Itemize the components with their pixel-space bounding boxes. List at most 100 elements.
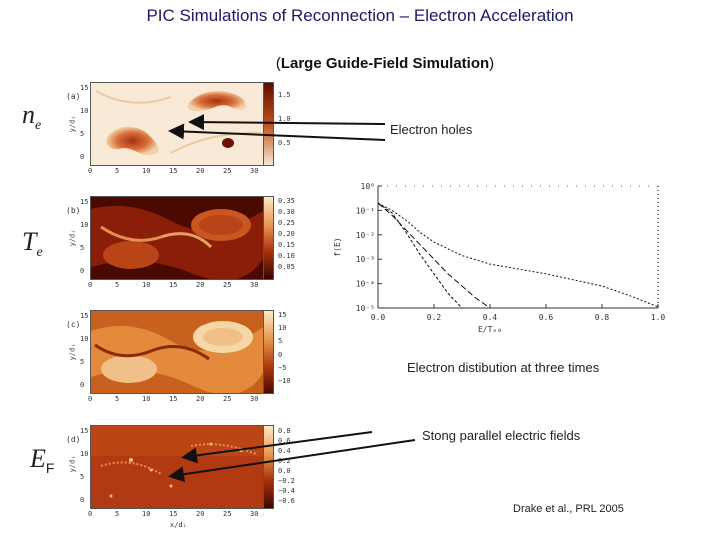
cb-tick: 0.6	[278, 437, 291, 445]
y-tick: 15	[80, 84, 89, 92]
cb-tick: −0.6	[278, 497, 295, 505]
arrow-hole-1	[188, 114, 386, 131]
y-tick: 10	[80, 107, 89, 115]
arrow-hole-2	[168, 123, 386, 141]
panel-b-colorbar	[263, 196, 274, 280]
y-tick: 15	[80, 427, 89, 435]
cb-tick: −0.2	[278, 477, 295, 485]
series-line-1	[377, 202, 463, 309]
cb-tick: 0.10	[278, 252, 295, 260]
ne-base: n	[22, 100, 35, 129]
x-tick: 20	[196, 395, 205, 403]
y-tick: 15	[80, 312, 89, 320]
y-tick: 10	[80, 221, 89, 229]
x-tick: 20	[196, 281, 205, 289]
cb-tick: 0.5	[278, 139, 291, 147]
cb-tick: 0.15	[278, 241, 295, 249]
panel-a-image	[91, 83, 263, 165]
cb-tick: −0.4	[278, 487, 295, 495]
subtitle-text: Large Guide-Field Simulation	[280, 55, 490, 72]
panel-b-yticks: 15 10 5 0	[80, 198, 88, 275]
panel-b-image	[91, 197, 263, 279]
cb-tick: 15	[278, 311, 287, 319]
x-tick: 5	[115, 281, 120, 289]
y-tick: 5	[80, 358, 85, 366]
x-tick: 25	[223, 281, 232, 289]
y-tick-label: 10⁻¹	[356, 206, 375, 215]
x-tick-label: 1.0	[651, 313, 666, 322]
y-tick: 5	[80, 473, 85, 481]
x-tick: 0	[88, 510, 93, 518]
panel-d-xlabel: x/dᵢ	[170, 521, 187, 529]
ne-sub: e	[35, 118, 42, 134]
series-line-3	[377, 202, 659, 308]
y-tick-label: 10⁻⁵	[356, 304, 375, 313]
distribution-note: Electron distibution at three times	[407, 360, 600, 375]
x-tick: 0	[88, 395, 93, 403]
cb-tick: 5	[278, 337, 283, 345]
panel-c-image	[91, 311, 263, 393]
x-tick-label: 0.8	[595, 313, 610, 322]
x-tick: 25	[223, 510, 232, 518]
slide-subtitle: (Large Guide-Field Simulation)	[275, 55, 495, 72]
x-tick-label: 0.6	[539, 313, 554, 322]
y-tick: 0	[80, 153, 85, 161]
y-tick-label: 10⁻³	[356, 255, 375, 264]
cb-tick: 0.25	[278, 219, 295, 227]
x-tick: 30	[250, 281, 259, 289]
slide-title: PIC Simulations of Reconnection – Electr…	[146, 6, 574, 25]
x-tick: 5	[115, 510, 120, 518]
y-tick: 0	[80, 267, 85, 275]
panel-c-yticks: 15 10 5 0	[80, 312, 88, 389]
cb-tick: 10	[278, 324, 287, 332]
x-tick: 15	[169, 281, 178, 289]
cb-tick: 1.5	[278, 91, 291, 99]
distribution-chart: 10⁰ 10⁻¹ 10⁻² 10⁻³ 10⁻⁴ 10⁻⁵0.0 0.2 0.4 0.6 0.8 1.…	[333, 182, 666, 334]
x-axis-label: E/Tₑ₀	[478, 325, 502, 334]
x-tick: 15	[169, 510, 178, 518]
x-tick: 15	[169, 395, 178, 403]
x-tick: 0	[88, 167, 93, 175]
y-tick-label: 10⁻⁴	[356, 280, 375, 289]
ef-label: EF	[30, 444, 54, 476]
y-tick-label: 10⁰	[361, 182, 375, 191]
x-tick: 10	[142, 167, 151, 175]
x-tick: 10	[142, 395, 151, 403]
cb-tick: 0.20	[278, 230, 295, 238]
panel-a-yticks: 15 10 5 0	[80, 84, 88, 161]
x-tick: 0	[88, 281, 93, 289]
x-tick: 5	[115, 167, 120, 175]
cb-tick: 1.0	[278, 115, 291, 123]
x-tick: 30	[250, 167, 259, 175]
y-tick: 10	[80, 335, 89, 343]
cb-tick: 0.05	[278, 263, 295, 271]
x-tick: 20	[196, 167, 205, 175]
x-tick: 5	[115, 395, 120, 403]
cb-tick: 0	[278, 351, 283, 359]
panel-a-colorbar	[263, 82, 274, 166]
panel-b-temperature	[90, 196, 264, 280]
panel-a-density	[90, 82, 264, 166]
cb-tick: 0.30	[278, 208, 295, 216]
panel-b-tag: (b)	[66, 206, 81, 215]
series-line-2	[377, 202, 491, 309]
y-tick: 5	[80, 244, 85, 252]
arrow-field-2	[168, 439, 416, 483]
ef-sub: F	[45, 460, 55, 477]
x-tick: 10	[142, 281, 151, 289]
panel-d-colorbar	[263, 425, 274, 509]
panel-d-tag: (d)	[66, 435, 81, 444]
y-tick-label: 10⁻²	[356, 231, 375, 240]
cb-tick: −10	[278, 377, 291, 385]
panel-c-current	[90, 310, 264, 394]
ef-base: E	[30, 444, 46, 473]
electron-holes-note: Electron holes	[390, 122, 473, 137]
panel-c-tag: (c)	[66, 320, 81, 329]
cb-tick: −5	[278, 364, 287, 372]
cb-tick: 0.0	[278, 467, 291, 475]
ne-label: ne	[22, 100, 41, 134]
x-tick: 10	[142, 510, 151, 518]
cb-tick: 0.2	[278, 457, 291, 465]
x-tick: 25	[223, 167, 232, 175]
